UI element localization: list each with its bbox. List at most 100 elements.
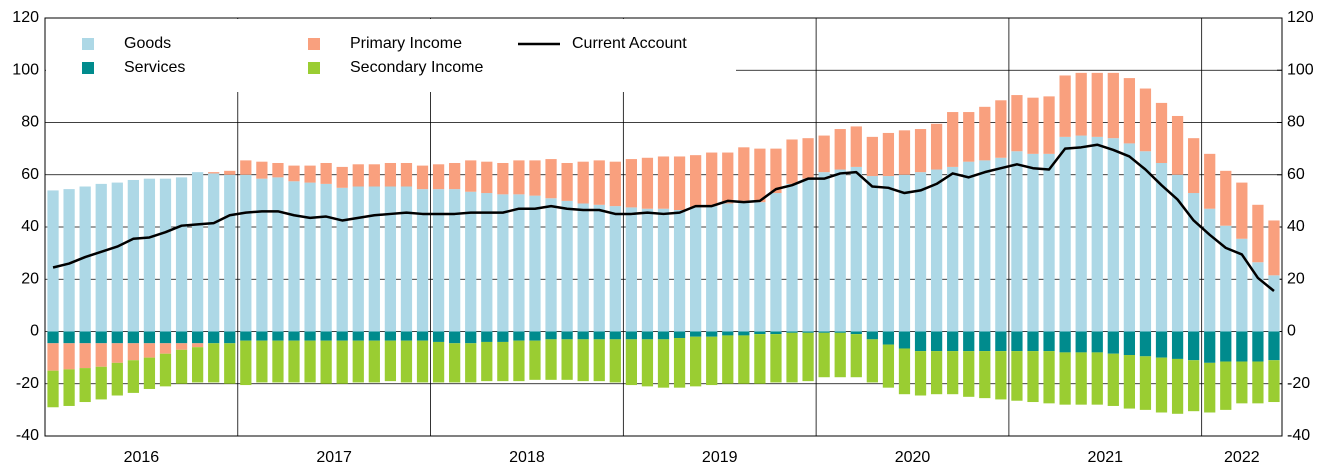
bar bbox=[63, 331, 75, 344]
bar bbox=[1188, 138, 1200, 194]
bar bbox=[79, 368, 91, 403]
bar bbox=[818, 135, 830, 173]
bar bbox=[818, 332, 830, 378]
bar bbox=[882, 132, 895, 177]
bar bbox=[191, 331, 204, 344]
bar bbox=[368, 340, 380, 383]
bar bbox=[465, 191, 477, 332]
bar bbox=[481, 331, 493, 342]
bar bbox=[368, 331, 380, 341]
bar bbox=[352, 164, 364, 187]
bar bbox=[1252, 331, 1264, 362]
bar bbox=[416, 331, 429, 341]
bar bbox=[802, 138, 814, 179]
bar bbox=[1220, 331, 1232, 362]
bar bbox=[175, 343, 188, 350]
bar bbox=[947, 166, 959, 332]
bar bbox=[1139, 356, 1152, 410]
bar bbox=[1236, 331, 1248, 362]
bar bbox=[304, 340, 316, 383]
bar bbox=[673, 156, 686, 211]
bar bbox=[1268, 360, 1280, 403]
legend-swatch bbox=[308, 62, 320, 74]
bar bbox=[432, 331, 445, 342]
bar bbox=[914, 172, 927, 332]
y-tick-label: -40 bbox=[16, 427, 39, 444]
bar bbox=[577, 331, 589, 340]
bar bbox=[1123, 143, 1136, 332]
bar bbox=[513, 331, 525, 341]
bar bbox=[1059, 331, 1071, 353]
bar bbox=[224, 170, 236, 175]
bar bbox=[1043, 153, 1055, 332]
bar bbox=[963, 112, 975, 162]
bar bbox=[1027, 331, 1039, 352]
bar bbox=[641, 331, 654, 340]
bar bbox=[465, 331, 477, 344]
bar bbox=[1252, 204, 1264, 263]
y-tick-label: 120 bbox=[12, 9, 39, 26]
x-tick-label: 2020 bbox=[895, 449, 931, 466]
bar bbox=[400, 186, 413, 332]
y2-tick-label: 120 bbox=[1287, 9, 1314, 26]
bar bbox=[191, 347, 204, 383]
bar bbox=[834, 331, 846, 333]
bar bbox=[818, 172, 830, 332]
y-tick-label: 100 bbox=[12, 61, 39, 78]
bar bbox=[898, 331, 911, 349]
legend-label: Current Account bbox=[572, 35, 687, 52]
bar bbox=[143, 357, 156, 389]
bar bbox=[1188, 360, 1200, 412]
bar bbox=[1091, 136, 1103, 332]
bar bbox=[465, 343, 477, 383]
bar bbox=[95, 343, 107, 367]
legend-swatch bbox=[308, 38, 320, 50]
bar bbox=[529, 160, 541, 196]
bar bbox=[1220, 361, 1232, 410]
y2-tick-label: 40 bbox=[1287, 218, 1305, 235]
bar bbox=[481, 193, 493, 332]
bar bbox=[47, 370, 59, 408]
bar bbox=[706, 152, 718, 207]
bar bbox=[79, 343, 91, 369]
bar bbox=[673, 331, 686, 339]
bar bbox=[1268, 331, 1280, 361]
bar bbox=[320, 162, 332, 184]
bar bbox=[159, 353, 172, 387]
bar bbox=[449, 343, 461, 383]
bar bbox=[240, 174, 252, 332]
bar bbox=[577, 339, 589, 382]
bar bbox=[641, 157, 654, 209]
bar bbox=[352, 186, 364, 332]
bar bbox=[1075, 135, 1087, 332]
bar bbox=[1011, 331, 1023, 352]
plot-frame bbox=[44, 17, 1283, 437]
bar bbox=[143, 331, 156, 344]
bar bbox=[191, 172, 204, 332]
bar bbox=[834, 332, 846, 378]
bar bbox=[625, 339, 637, 386]
bar bbox=[866, 339, 878, 383]
bar bbox=[963, 161, 975, 332]
bar bbox=[930, 169, 943, 332]
x-tick-label: 2021 bbox=[1087, 449, 1123, 466]
bar bbox=[882, 331, 895, 345]
bar bbox=[416, 165, 429, 190]
legend-label: Services bbox=[124, 59, 185, 76]
bar bbox=[159, 343, 172, 354]
bar bbox=[1107, 138, 1119, 332]
bar bbox=[1171, 174, 1184, 332]
bar bbox=[175, 177, 188, 332]
bar bbox=[529, 195, 541, 332]
bar bbox=[641, 339, 654, 387]
bar bbox=[368, 186, 380, 332]
bar bbox=[272, 331, 284, 341]
bar bbox=[304, 182, 316, 332]
bar bbox=[561, 331, 573, 340]
bar bbox=[1171, 331, 1184, 359]
y2-tick-label: -20 bbox=[1287, 375, 1310, 392]
bar bbox=[47, 190, 59, 332]
bar bbox=[111, 343, 123, 363]
legend-swatch bbox=[82, 38, 94, 50]
bar bbox=[593, 331, 605, 340]
